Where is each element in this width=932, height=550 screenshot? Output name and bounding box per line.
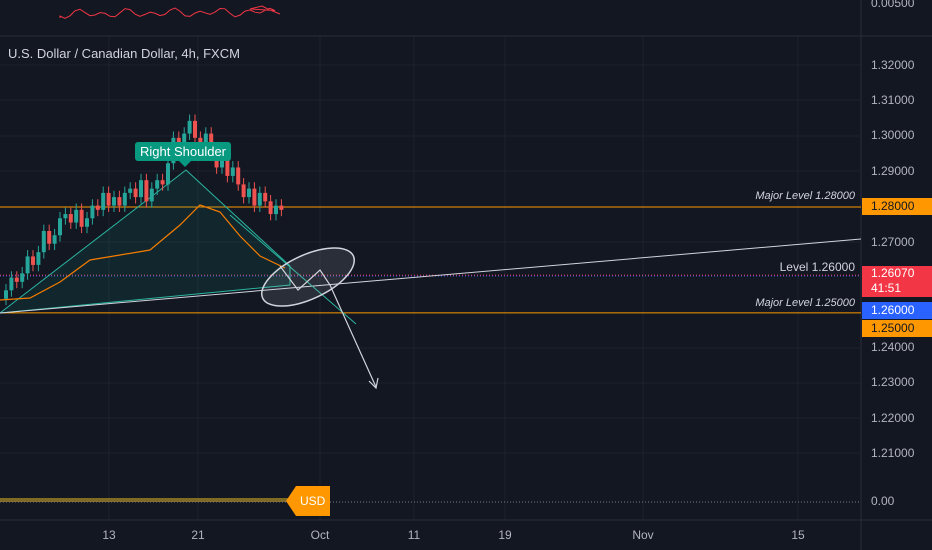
price-tick: 1.22000 — [871, 411, 915, 425]
indicator-line — [59, 5, 281, 19]
candle-body — [139, 180, 143, 198]
candle-body — [63, 214, 68, 219]
candle-body — [85, 218, 89, 227]
indicator-top-value: 0.00500 — [871, 0, 915, 10]
candle-body — [214, 154, 219, 168]
indicator-histogram — [0, 498, 290, 502]
candle-body — [166, 163, 170, 185]
candle-body — [247, 188, 251, 198]
price-tick: 1.30000 — [871, 128, 915, 142]
candle-body — [95, 205, 100, 210]
major-level-low-label: Major Level 1.25000 — [755, 297, 855, 309]
projection-arrowhead — [368, 377, 379, 390]
candle-body — [9, 277, 14, 291]
candle-body — [133, 188, 138, 198]
candle-body — [268, 201, 273, 215]
candle-body — [122, 192, 127, 206]
major-level-high-label: Major Level 1.28000 — [755, 190, 855, 202]
price-tick: 1.24000 — [871, 340, 915, 354]
candle-body — [225, 150, 230, 176]
bar-countdown: 41:51 — [871, 281, 902, 295]
candle-body — [241, 184, 246, 198]
time-tick: 13 — [102, 528, 116, 542]
candle-body — [25, 256, 30, 274]
time-tick: 15 — [791, 528, 805, 542]
candle-body — [252, 188, 257, 206]
candle-body — [230, 167, 235, 176]
current-price-tag: 1.26070 41:51 — [862, 266, 932, 297]
candle-body — [128, 188, 133, 193]
indicator-bottom-value: 0.00 — [871, 494, 895, 508]
price-tick: 1.32000 — [871, 58, 915, 72]
candle-body — [31, 256, 35, 265]
price-tick: 1.23000 — [871, 375, 915, 389]
pattern-triangle — [0, 169, 291, 314]
candle-body — [36, 252, 41, 265]
time-tick: 11 — [407, 528, 421, 542]
time-tick: Oct — [310, 528, 330, 542]
candle-body — [4, 290, 8, 299]
candle-body — [144, 180, 149, 202]
candle-body — [257, 192, 262, 206]
symbol-title: U.S. Dollar / Canadian Dollar, 4h, FXCM — [8, 46, 240, 61]
candle-body — [112, 197, 116, 206]
candle-body — [58, 218, 62, 236]
candle-body — [101, 192, 106, 210]
level-mid-label: Level 1.26000 — [779, 260, 855, 274]
candle-body — [79, 209, 84, 227]
right-shoulder-callout[interactable]: Right Shoulder — [135, 142, 231, 167]
candle-body — [117, 197, 122, 206]
time-tick: 19 — [498, 528, 512, 542]
projection-path — [279, 265, 377, 388]
price-tick: 1.29000 — [871, 164, 915, 178]
candle-body — [193, 120, 197, 138]
candle-body — [149, 188, 154, 202]
candle-body — [52, 235, 57, 244]
time-tick: Nov — [632, 528, 654, 542]
usd-indicator-flag[interactable]: USD — [286, 486, 331, 516]
candle-body — [236, 167, 241, 185]
candle-body — [68, 214, 73, 223]
neckline — [0, 238, 862, 314]
price-tick: 1.21000 — [871, 446, 915, 460]
candle-body — [90, 205, 95, 219]
candle-body — [279, 205, 284, 210]
current-price-value: 1.26070 — [871, 266, 915, 280]
candle-body — [263, 192, 268, 202]
candle-body — [274, 205, 278, 215]
descending-trendline — [229, 214, 357, 325]
candle-body — [160, 180, 165, 185]
candle-body — [14, 277, 19, 282]
candle-body — [41, 231, 46, 253]
major-level-low-price-tag: 1.25000 — [862, 320, 932, 337]
price-tick: 1.31000 — [871, 93, 915, 107]
major-level-high-price-tag: 1.28000 — [862, 198, 932, 215]
candle-body — [47, 231, 52, 244]
level-mid-price-tag: 1.26000 — [862, 302, 932, 319]
candle-body — [74, 209, 79, 223]
moving-average-line — [0, 204, 286, 301]
time-tick: 21 — [191, 528, 205, 542]
candle-body — [187, 120, 192, 134]
breakout-zone-ellipse — [260, 247, 356, 307]
candle-body — [203, 133, 208, 147]
candle-body — [106, 192, 111, 206]
candle-body — [20, 273, 25, 282]
candle-body — [155, 180, 160, 189]
price-tick: 1.27000 — [871, 235, 915, 249]
